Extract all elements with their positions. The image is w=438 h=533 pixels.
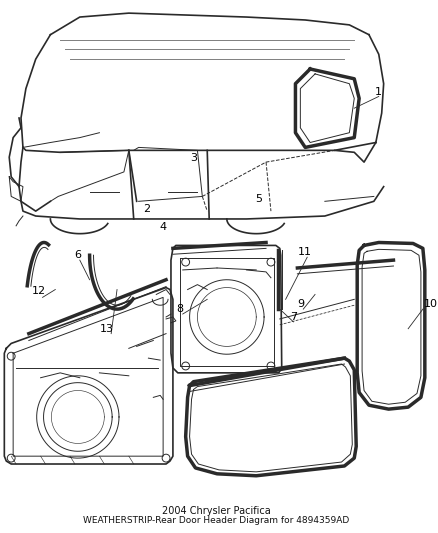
Text: 6: 6 (74, 250, 81, 260)
Text: 4: 4 (159, 222, 167, 232)
Text: 5: 5 (254, 195, 261, 204)
Text: WEATHERSTRIP-Rear Door Header Diagram for 4894359AD: WEATHERSTRIP-Rear Door Header Diagram fo… (83, 516, 349, 526)
Text: 2004 Chrysler Pacifica: 2004 Chrysler Pacifica (162, 506, 270, 516)
Text: 11: 11 (298, 247, 312, 257)
Text: 7: 7 (290, 312, 297, 322)
Text: 13: 13 (100, 324, 114, 334)
Text: 9: 9 (297, 299, 304, 309)
Text: 10: 10 (424, 299, 438, 309)
Text: 12: 12 (32, 287, 46, 296)
Text: 1: 1 (375, 86, 382, 96)
Text: 8: 8 (176, 304, 184, 314)
Text: 2: 2 (143, 204, 150, 214)
Text: 3: 3 (190, 153, 197, 163)
